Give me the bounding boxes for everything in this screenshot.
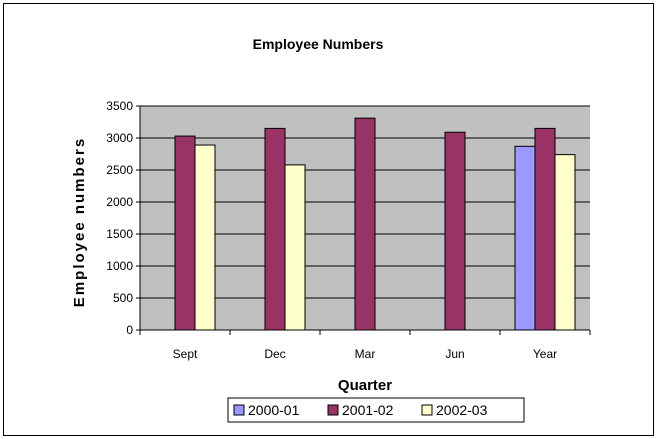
y-tick-label: 2000	[106, 195, 133, 209]
x-tick-label: Year	[533, 347, 557, 361]
bar-2002-03-Dec	[284, 164, 306, 331]
bar-2002-03-Year	[554, 154, 576, 331]
x-tick-label: Sept	[173, 347, 198, 361]
legend-label-2000-01: 2000-01	[248, 402, 300, 418]
x-axis-title: Quarter	[338, 377, 392, 394]
plot-area: 0 500 1000 1500 2000 2500 3000 3500 Sept Dec Mar Ju…	[106, 99, 591, 361]
x-tick-label: Dec	[264, 347, 285, 361]
bar-2000-01-Year	[514, 145, 536, 331]
bar-2001-02-Dec	[264, 127, 286, 331]
legend-swatch-2002-03	[421, 404, 433, 416]
y-tick-label: 2500	[106, 163, 133, 177]
bar-2002-03-Sept	[194, 144, 216, 331]
y-tick-label: 0	[126, 323, 133, 337]
y-tick-label: 3500	[106, 99, 133, 113]
legend-box	[227, 397, 525, 423]
bar-2001-02-Year	[534, 127, 556, 331]
bar-2001-02-Sept	[174, 135, 196, 331]
x-tick-label: Mar	[355, 347, 376, 361]
y-tick-label: 1000	[106, 259, 133, 273]
x-tick-label: Jun	[445, 347, 464, 361]
chart-svg: Employee Numbers 0 500 1000 1500 2000 2500 300…	[71, 36, 591, 423]
chart-frame: Employee Numbers 0 500 1000 1500 2000 2500 300…	[3, 3, 654, 436]
legend-swatch-2001-02	[327, 404, 339, 416]
y-axis-title: Employee numbers	[71, 137, 88, 307]
legend: 2000-01 2001-02 2002-03	[227, 397, 525, 423]
y-tick-label: 1500	[106, 227, 133, 241]
y-tick-label: 500	[113, 291, 133, 305]
bar-2001-02-Jun	[444, 131, 466, 331]
legend-swatch-2000-01	[233, 404, 245, 416]
chart-title: Employee Numbers	[253, 36, 384, 52]
legend-label-2002-03: 2002-03	[436, 402, 488, 418]
legend-label-2001-02: 2001-02	[342, 402, 394, 418]
y-tick-label: 3000	[106, 131, 133, 145]
bar-2001-02-Mar	[354, 117, 376, 331]
